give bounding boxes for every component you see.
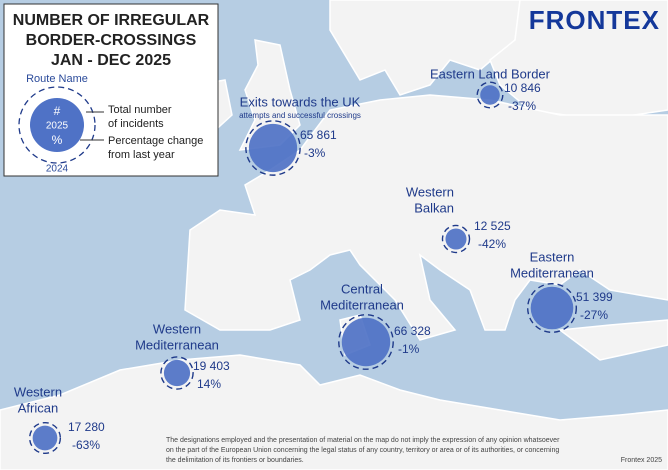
route-bubble bbox=[32, 425, 58, 451]
route-value: 19 403 bbox=[193, 359, 230, 373]
route-value: 65 861 bbox=[300, 128, 337, 142]
legend-symbol: 2025 bbox=[46, 121, 69, 132]
route-bubble bbox=[163, 359, 191, 387]
route-name: Mediterranean bbox=[320, 297, 404, 312]
legend-total: of incidents bbox=[108, 118, 164, 130]
route-change: -3% bbox=[304, 146, 326, 160]
logo: FRONTEX bbox=[529, 5, 660, 35]
route-value: 51 399 bbox=[576, 290, 613, 304]
title-line: BORDER-CROSSINGS bbox=[26, 32, 197, 49]
legend-bubble bbox=[30, 98, 84, 152]
route-change: -37% bbox=[508, 99, 536, 113]
legend-symbol: # bbox=[54, 104, 61, 118]
route-bubble bbox=[445, 228, 467, 250]
credit: Frontex 2025 bbox=[621, 457, 662, 464]
route-previous-ring bbox=[476, 81, 504, 109]
route-previous-ring bbox=[160, 356, 194, 390]
title-line: JAN - DEC 2025 bbox=[51, 52, 171, 69]
route-bubble bbox=[341, 317, 391, 367]
route-change: -27% bbox=[580, 308, 608, 322]
route-change: -42% bbox=[478, 237, 506, 251]
legend-previous-ring bbox=[18, 86, 96, 164]
legend-change: Percentage change bbox=[108, 135, 203, 147]
disclaimer: the delimitation of its frontiers or bou… bbox=[166, 457, 304, 464]
title-line: NUMBER OF IRREGULAR bbox=[13, 12, 210, 29]
route-bubble bbox=[480, 85, 500, 105]
route-name: Central bbox=[341, 281, 383, 296]
route-bubble bbox=[248, 123, 298, 173]
route-name: Mediterranean bbox=[135, 337, 219, 352]
route-value: 66 328 bbox=[394, 324, 431, 338]
route-name: African bbox=[18, 400, 58, 415]
route-change: -63% bbox=[72, 438, 100, 452]
legend-box bbox=[3, 3, 219, 177]
route-bubble bbox=[530, 286, 574, 330]
route-previous-ring bbox=[338, 314, 394, 370]
route-name: Western bbox=[153, 321, 201, 336]
route-name: Western bbox=[14, 384, 62, 399]
route-value: 17 280 bbox=[68, 420, 105, 434]
route-value: 10 846 bbox=[504, 81, 541, 95]
route-previous-ring bbox=[441, 224, 471, 254]
route-subtitle: attempts and successful crossings bbox=[239, 111, 361, 120]
route-previous-ring bbox=[28, 421, 62, 455]
route-previous-ring bbox=[245, 120, 301, 176]
route-previous-ring bbox=[526, 282, 578, 334]
legend-symbol: % bbox=[52, 133, 63, 147]
route-name: Eastern bbox=[530, 249, 575, 264]
legend-total: Total number bbox=[108, 104, 172, 116]
route-name: Eastern Land Border bbox=[430, 66, 551, 81]
route-change: 14% bbox=[197, 377, 221, 391]
route-name: Mediterranean bbox=[510, 265, 594, 280]
route-change: -1% bbox=[398, 342, 420, 356]
legend-route-name: Route Name bbox=[26, 73, 88, 85]
legend-change: from last year bbox=[108, 149, 175, 161]
disclaimer: on the part of the European Union concer… bbox=[166, 447, 559, 454]
legend-previous: 2024 bbox=[46, 164, 69, 175]
route-name: Western bbox=[406, 184, 454, 199]
route-name: Exits towards the UK bbox=[240, 94, 361, 109]
route-name: Balkan bbox=[414, 200, 454, 215]
disclaimer: The designations employed and the presen… bbox=[166, 437, 560, 444]
route-value: 12 525 bbox=[474, 219, 511, 233]
